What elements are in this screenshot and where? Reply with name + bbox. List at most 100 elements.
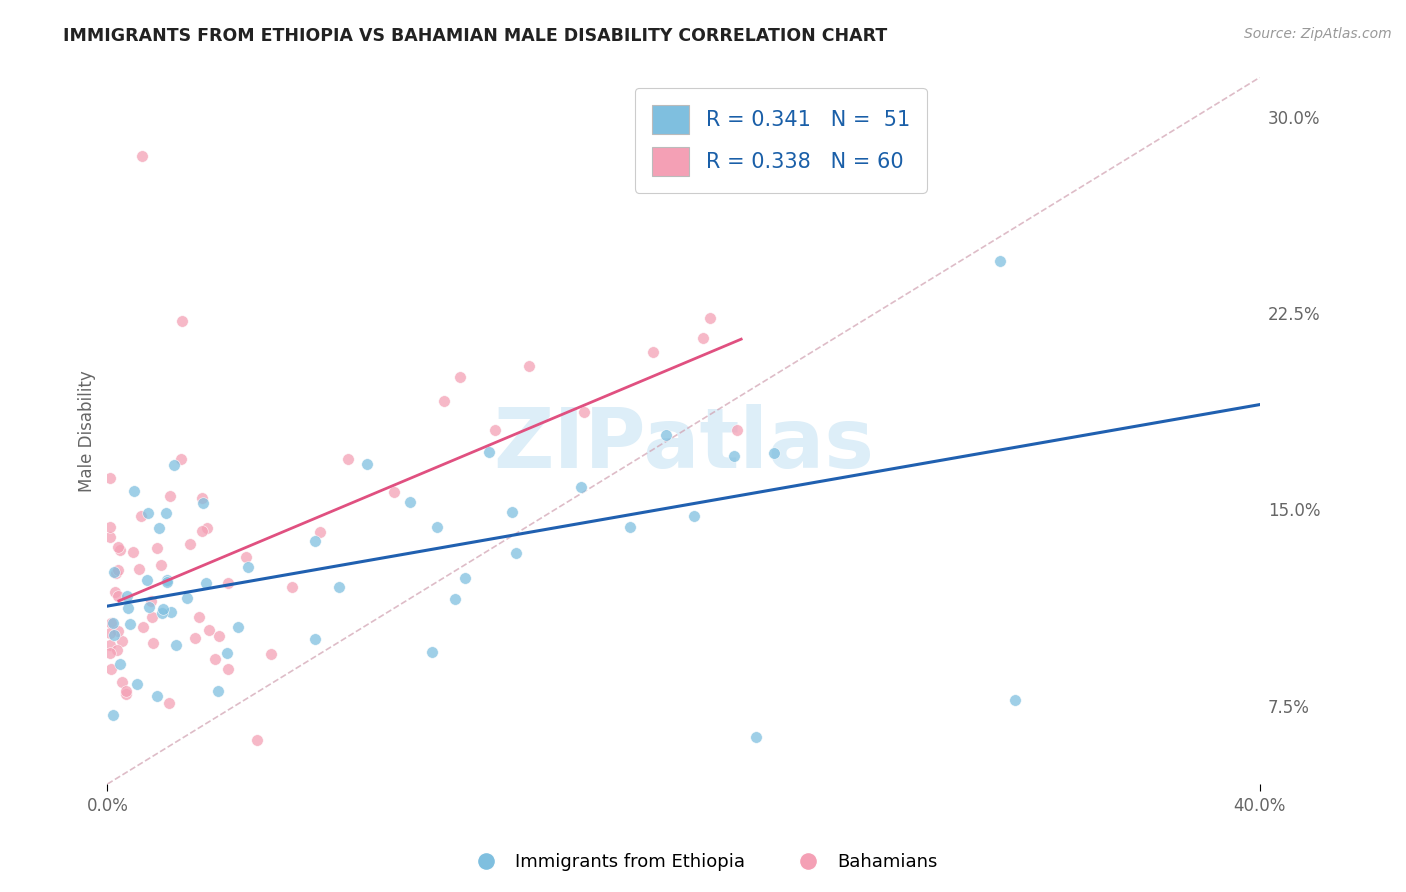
Point bbox=[125, 676, 148, 690]
Point bbox=[156, 573, 179, 587]
Point bbox=[111, 634, 134, 648]
Point bbox=[683, 508, 706, 523]
Point bbox=[100, 662, 122, 676]
Point bbox=[98, 520, 121, 534]
Point bbox=[155, 506, 177, 520]
Point bbox=[122, 545, 145, 559]
Point bbox=[141, 609, 163, 624]
Point bbox=[505, 546, 527, 560]
Point bbox=[138, 599, 160, 614]
Point bbox=[129, 508, 152, 523]
Point bbox=[108, 543, 131, 558]
Point bbox=[103, 615, 125, 630]
Point bbox=[572, 405, 595, 419]
Point bbox=[236, 560, 259, 574]
Legend: R = 0.341   N =  51, R = 0.338   N = 60: R = 0.341 N = 51, R = 0.338 N = 60 bbox=[636, 87, 927, 193]
Point bbox=[150, 558, 173, 573]
Point bbox=[723, 449, 745, 463]
Point bbox=[157, 696, 180, 710]
Point bbox=[132, 619, 155, 633]
Point bbox=[217, 662, 239, 676]
Point bbox=[336, 452, 359, 467]
Text: ZIPatlas: ZIPatlas bbox=[494, 404, 875, 485]
Point bbox=[165, 639, 187, 653]
Point bbox=[762, 445, 785, 459]
Point bbox=[699, 310, 721, 325]
Point bbox=[135, 573, 157, 587]
Point bbox=[208, 629, 231, 643]
Point bbox=[260, 647, 283, 661]
Point bbox=[160, 605, 183, 619]
Point bbox=[98, 626, 121, 640]
Point bbox=[309, 525, 332, 540]
Point bbox=[384, 485, 406, 500]
Point bbox=[478, 445, 501, 459]
Point bbox=[145, 541, 167, 556]
Point bbox=[207, 683, 229, 698]
Point bbox=[443, 592, 465, 607]
Point bbox=[163, 458, 186, 472]
Point bbox=[128, 562, 150, 576]
Point bbox=[107, 624, 129, 639]
Point bbox=[108, 657, 131, 672]
Point bbox=[150, 606, 173, 620]
Point bbox=[107, 563, 129, 577]
Point bbox=[198, 623, 221, 637]
Point bbox=[188, 610, 211, 624]
Point bbox=[655, 428, 678, 442]
Point bbox=[176, 591, 198, 606]
Point bbox=[484, 423, 506, 437]
Point bbox=[281, 580, 304, 594]
Point bbox=[146, 689, 169, 703]
Point bbox=[172, 314, 194, 328]
Point bbox=[98, 646, 121, 660]
Point bbox=[131, 149, 153, 163]
Point bbox=[191, 496, 214, 510]
Point bbox=[217, 646, 239, 660]
Point bbox=[104, 566, 127, 580]
Point bbox=[195, 521, 218, 535]
Point bbox=[643, 345, 665, 359]
Point bbox=[517, 359, 540, 373]
Point bbox=[990, 253, 1012, 268]
Point bbox=[159, 489, 181, 503]
Point bbox=[1004, 693, 1026, 707]
Point bbox=[117, 601, 139, 615]
Point bbox=[569, 480, 592, 494]
Point bbox=[328, 581, 350, 595]
Point bbox=[420, 645, 443, 659]
Point bbox=[115, 687, 138, 701]
Point bbox=[226, 620, 249, 634]
Text: Source: ZipAtlas.com: Source: ZipAtlas.com bbox=[1244, 27, 1392, 41]
Point bbox=[103, 565, 125, 579]
Point bbox=[124, 484, 146, 499]
Legend: Immigrants from Ethiopia, Bahamians: Immigrants from Ethiopia, Bahamians bbox=[461, 847, 945, 879]
Point bbox=[191, 524, 214, 538]
Point bbox=[204, 651, 226, 665]
Point bbox=[115, 590, 138, 604]
Point bbox=[744, 730, 766, 744]
Point bbox=[692, 331, 714, 345]
Point bbox=[433, 393, 456, 408]
Y-axis label: Male Disability: Male Disability bbox=[79, 370, 96, 491]
Point bbox=[356, 457, 378, 471]
Point bbox=[107, 589, 129, 603]
Point bbox=[136, 506, 159, 520]
Point bbox=[217, 575, 239, 590]
Point bbox=[107, 540, 129, 554]
Point bbox=[246, 732, 269, 747]
Point bbox=[449, 369, 471, 384]
Point bbox=[115, 684, 138, 698]
Point bbox=[169, 451, 191, 466]
Point bbox=[454, 571, 477, 585]
Point bbox=[142, 636, 165, 650]
Point bbox=[619, 520, 641, 534]
Point bbox=[105, 643, 128, 657]
Point bbox=[184, 632, 207, 646]
Point bbox=[98, 471, 121, 485]
Point bbox=[148, 521, 170, 535]
Point bbox=[141, 594, 163, 608]
Point bbox=[179, 536, 201, 550]
Point bbox=[111, 675, 134, 690]
Point bbox=[235, 549, 257, 564]
